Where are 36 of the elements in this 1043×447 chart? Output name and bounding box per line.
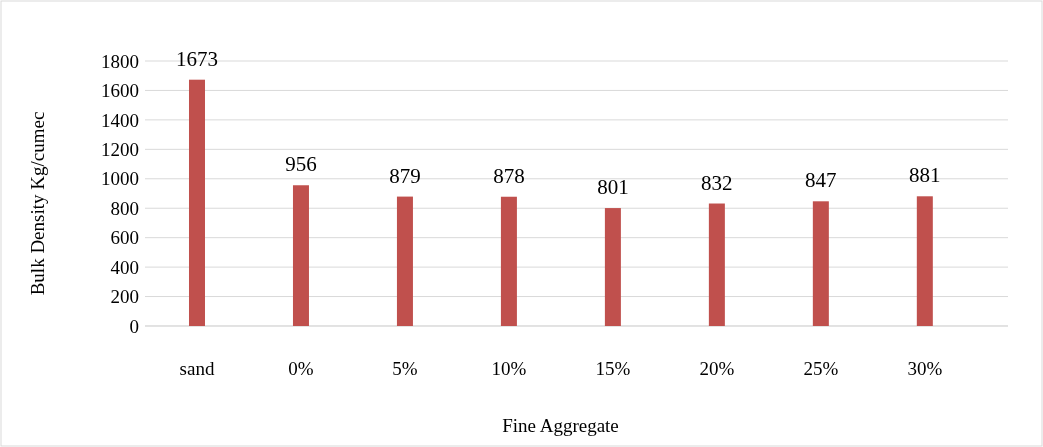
bar bbox=[916, 196, 933, 326]
data-label: 801 bbox=[597, 175, 629, 200]
x-axis-title: Fine Aggregate bbox=[502, 415, 619, 436]
x-tick-label: 5% bbox=[392, 358, 418, 379]
y-tick-label: 1200 bbox=[101, 138, 139, 160]
y-tick-label: 0 bbox=[129, 315, 139, 337]
data-label: 1673 bbox=[175, 46, 218, 71]
y-tick-label: 800 bbox=[110, 197, 139, 219]
bar bbox=[812, 201, 829, 326]
x-tick-label: 10% bbox=[491, 358, 527, 379]
x-tick-label: 20% bbox=[699, 358, 735, 379]
x-tick-label: 25% bbox=[803, 358, 839, 379]
y-tick-label: 600 bbox=[110, 227, 139, 249]
x-tick-label: 0% bbox=[288, 358, 314, 379]
data-label: 956 bbox=[285, 152, 317, 177]
x-tick-label: 15% bbox=[595, 358, 631, 379]
bar bbox=[500, 196, 517, 326]
y-tick-label: 1400 bbox=[101, 109, 139, 131]
bar bbox=[708, 203, 725, 326]
y-tick-label: 200 bbox=[110, 286, 139, 308]
data-label: 878 bbox=[493, 163, 525, 188]
x-tick-label: 30% bbox=[907, 358, 943, 379]
x-tick-label: sand bbox=[179, 358, 215, 379]
data-label: 879 bbox=[389, 163, 421, 188]
y-tick-label: 1000 bbox=[101, 168, 139, 190]
y-axis-title: Bulk Density Kg/cumec bbox=[27, 111, 48, 296]
bar bbox=[604, 208, 621, 326]
bar bbox=[292, 185, 309, 326]
bar bbox=[396, 196, 413, 326]
bar bbox=[188, 79, 205, 326]
y-tick-label: 400 bbox=[110, 256, 139, 278]
data-label: 847 bbox=[805, 168, 837, 193]
y-tick-label: 1600 bbox=[101, 80, 139, 102]
data-label: 881 bbox=[909, 163, 941, 188]
data-label: 832 bbox=[701, 170, 733, 195]
y-tick-label: 1800 bbox=[101, 50, 139, 72]
